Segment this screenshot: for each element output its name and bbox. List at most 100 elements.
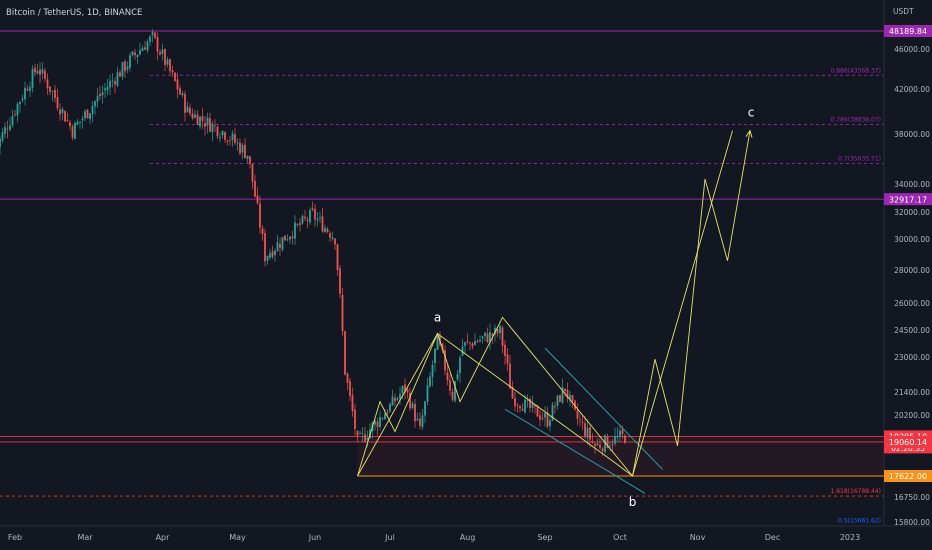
candle-body <box>566 389 569 399</box>
candle-body <box>41 68 44 74</box>
candle-body <box>199 116 201 127</box>
candle-body <box>609 446 611 447</box>
candle-body <box>66 120 69 122</box>
x-tick-label: Aug <box>460 533 476 542</box>
candle-body <box>514 398 516 407</box>
candle-body <box>599 444 601 448</box>
candle-body <box>481 336 484 339</box>
candle-body <box>454 381 456 401</box>
candle-body <box>304 216 306 219</box>
candle-body <box>406 389 409 393</box>
candle-body <box>229 140 231 142</box>
candle-body <box>136 54 139 58</box>
x-tick-label: Oct <box>613 533 627 542</box>
candle-body <box>49 86 51 92</box>
price-tag-label: 17622.00 <box>889 472 927 481</box>
candle-body <box>261 228 264 235</box>
candle-body <box>6 128 9 130</box>
candle-body <box>284 235 286 241</box>
candle-body <box>274 250 276 256</box>
candle-body <box>321 216 324 232</box>
candle-body <box>266 256 269 261</box>
candle-body <box>521 408 524 411</box>
candle-body <box>424 401 426 416</box>
y-tick-label: 28000.00 <box>894 266 930 275</box>
candle-body <box>389 403 391 412</box>
candle-body <box>96 95 99 102</box>
candle-body <box>146 41 149 51</box>
candle-body <box>196 114 199 126</box>
candle-body <box>294 222 296 239</box>
candle-body <box>311 208 314 210</box>
y-tick-label: 21400.00 <box>894 388 930 397</box>
wave-label-b: b <box>629 495 637 509</box>
candle-body <box>76 122 79 125</box>
candle-body <box>606 436 609 448</box>
candle-body <box>44 70 46 79</box>
candle-body <box>166 59 169 65</box>
price-tag <box>884 435 932 448</box>
fib-level-label: 0.5(15661.62) <box>838 518 881 525</box>
x-tick-label: Mar <box>77 533 93 542</box>
candle-body <box>341 294 344 332</box>
candle-body <box>531 403 534 409</box>
candle-body <box>414 403 416 422</box>
candle-body <box>9 125 11 130</box>
candle-body <box>561 387 564 403</box>
candle-body <box>31 69 34 88</box>
candle-body <box>309 209 311 223</box>
y-tick-label: 32000.00 <box>894 208 930 217</box>
candle-body <box>524 399 526 413</box>
candle-body <box>616 436 619 438</box>
candle-body <box>584 423 586 437</box>
candle-body <box>134 52 136 56</box>
candle-body <box>126 66 129 70</box>
candle-body <box>436 333 439 350</box>
candle-body <box>456 374 459 380</box>
candle-body <box>351 395 354 411</box>
candle-body <box>581 422 584 423</box>
candle-body <box>116 72 119 86</box>
candle-body <box>586 427 589 438</box>
x-tick-label: Feb <box>8 533 22 542</box>
candle-body <box>421 415 424 428</box>
candle-body <box>149 36 151 42</box>
candle-body <box>211 123 214 133</box>
candle-body <box>281 237 284 250</box>
candle-body <box>24 87 26 100</box>
candle-body <box>289 236 291 240</box>
candle-body <box>549 420 551 427</box>
candle-body <box>114 80 116 85</box>
candle-body <box>16 103 19 116</box>
candle-body <box>94 101 96 107</box>
candle-body <box>316 218 319 221</box>
candle-body <box>159 52 161 55</box>
x-tick-label: Nov <box>690 533 706 542</box>
price-tag-label: 32917.17 <box>889 195 927 204</box>
candle-body <box>109 81 111 88</box>
candle-body <box>559 395 561 402</box>
candle-body <box>144 47 146 50</box>
candle-body <box>519 406 521 409</box>
candle-body <box>84 111 86 119</box>
y-tick-label: 26000.00 <box>894 299 930 308</box>
candle-body <box>124 61 126 72</box>
candle-body <box>564 388 566 392</box>
candle-body <box>89 113 91 119</box>
candle-body <box>14 113 16 115</box>
x-tick-label: Dec <box>765 533 780 542</box>
wave-label-a: a <box>434 311 441 325</box>
candle-body <box>69 122 71 126</box>
candle-body <box>286 239 289 241</box>
price-tag <box>884 25 932 37</box>
candle-body <box>516 404 519 406</box>
x-tick-label: 2023 <box>840 533 860 542</box>
candle-body <box>544 413 546 418</box>
candle-body <box>34 67 36 73</box>
candle-body <box>459 357 461 374</box>
price-tag-label: 48189.84 <box>889 27 927 36</box>
candle-body <box>61 109 64 114</box>
candle-body <box>449 380 451 391</box>
x-tick-label: Jul <box>384 533 395 542</box>
